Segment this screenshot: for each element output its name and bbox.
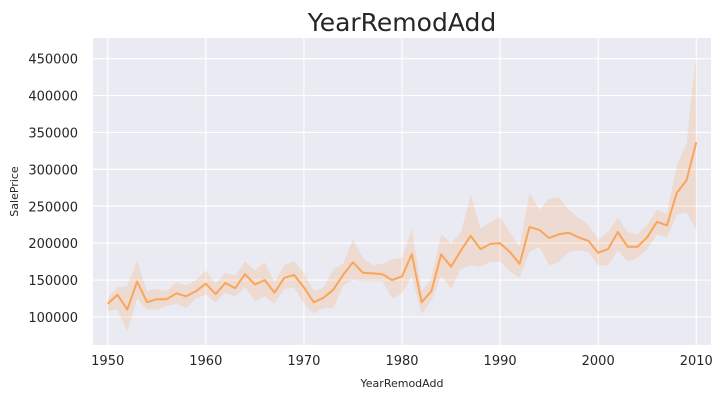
x-tick-label: 1980 bbox=[385, 354, 418, 369]
y-tick-label: 350000 bbox=[28, 126, 78, 141]
x-tick-label: 1950 bbox=[91, 354, 124, 369]
x-axis-label: YearRemodAdd bbox=[360, 377, 444, 390]
y-tick-label: 400000 bbox=[28, 90, 78, 105]
y-tick-label: 250000 bbox=[28, 200, 78, 215]
x-tick-label: 2000 bbox=[582, 354, 615, 369]
y-tick-label: 300000 bbox=[28, 163, 78, 178]
y-tick-label: 150000 bbox=[28, 274, 78, 289]
x-tick-labels: 1950 1960 1970 1980 1990 2000 2010 bbox=[91, 354, 713, 369]
y-axis-label: SalePrice bbox=[8, 166, 21, 217]
y-tick-label: 200000 bbox=[28, 237, 78, 252]
x-tick-label: 1990 bbox=[484, 354, 517, 369]
y-tick-label: 100000 bbox=[28, 311, 78, 326]
chart-title: YearRemodAdd bbox=[307, 8, 496, 37]
y-tick-label: 450000 bbox=[28, 53, 78, 68]
x-tick-label: 1970 bbox=[287, 354, 320, 369]
series-line bbox=[107, 141, 698, 311]
confidence-band bbox=[107, 52, 697, 332]
gridlines bbox=[93, 38, 711, 345]
x-tick-label: 1960 bbox=[189, 354, 222, 369]
y-tick-labels: 100000 150000 200000 250000 300000 350000 4000… bbox=[28, 53, 78, 326]
x-tick-label: 2010 bbox=[680, 354, 713, 369]
